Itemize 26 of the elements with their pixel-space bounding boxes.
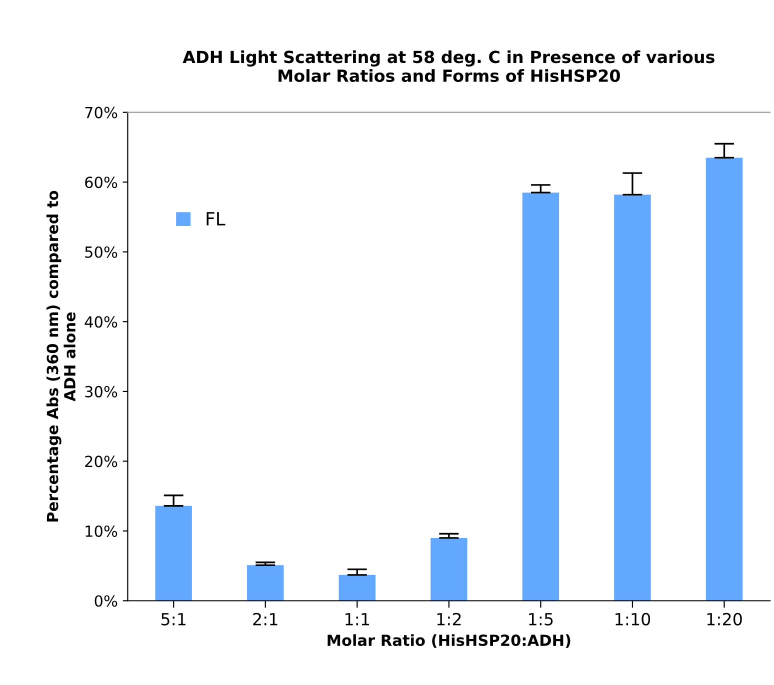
x-tick-label: 1:20 bbox=[707, 612, 742, 626]
x-tick-label: 2:1 bbox=[253, 612, 278, 626]
bar bbox=[522, 192, 560, 601]
bar bbox=[430, 538, 468, 601]
y-tick-label: 70% bbox=[85, 106, 118, 118]
bar bbox=[155, 506, 192, 601]
y-tick-label: 60% bbox=[85, 176, 118, 188]
bar bbox=[614, 194, 651, 601]
bar bbox=[706, 158, 743, 601]
legend-label: FL bbox=[206, 212, 226, 226]
x-tick-label: 1:5 bbox=[529, 613, 553, 626]
x-tick-label: 1:1 bbox=[346, 613, 370, 626]
bar bbox=[338, 574, 376, 601]
x-tick-label: 1:2 bbox=[437, 612, 461, 626]
y-tick-label: 40% bbox=[84, 316, 118, 328]
y-axis-title: Percentage Abs (360 nm) compared to ADH alone bbox=[46, 190, 76, 522]
bar bbox=[247, 565, 284, 601]
x-tick-label: 1:10 bbox=[616, 612, 650, 626]
y-tick-label: 10% bbox=[86, 525, 118, 537]
y-tick-label: 50% bbox=[85, 246, 118, 258]
chart-title: ADH Light Scattering at 58 deg. C in Presence of various Molar Ratios and Forms of HisHSP20 bbox=[182, 50, 714, 82]
x-axis-title: Molar Ratio (HisHSP20:ADH) bbox=[328, 634, 570, 648]
y-tick-label: 30% bbox=[85, 386, 118, 398]
y-tick-label: 0% bbox=[94, 595, 118, 607]
y-tick-label: 20% bbox=[85, 456, 118, 468]
x-tick-label: 5:1 bbox=[161, 613, 186, 626]
